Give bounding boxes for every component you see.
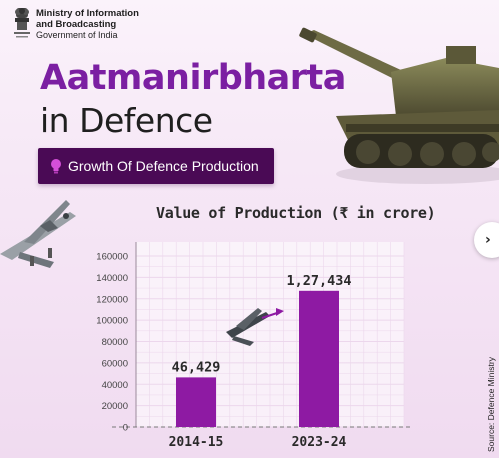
bar-value-label: 1,27,434	[286, 273, 351, 289]
subtitle-banner: Growth Of Defence Production	[38, 148, 274, 184]
x-tick-label: 2014-15	[169, 435, 224, 450]
page-title-line2: in Defence	[40, 101, 213, 140]
subtitle-text: Growth Of Defence Production	[68, 158, 259, 174]
chevron-right-icon: ›	[485, 232, 491, 248]
y-tick-label: 120000	[96, 294, 128, 305]
source-note: Source: Defence Ministry	[486, 357, 496, 452]
x-axis-ticks: 2014-15 2023-24	[169, 435, 347, 450]
y-tick-label: 80000	[102, 337, 128, 348]
next-slide-button[interactable]: ›	[474, 222, 499, 258]
small-jet-image	[226, 308, 284, 346]
y-axis-ticks: 0 20000 40000 60000 80000 100000 120000 140000 1…	[96, 252, 128, 434]
y-tick-label: 160000	[96, 252, 128, 263]
bar-value-labels: 46,429 1,27,434	[172, 273, 352, 376]
chart-grid	[135, 242, 405, 428]
chart-title: Value of Production (₹ in crore)	[156, 204, 436, 222]
bars	[176, 290, 339, 427]
y-tick-label: 140000	[96, 273, 128, 284]
national-emblem-icon	[14, 8, 30, 38]
page-title-line1: Aatmanirbharta	[40, 58, 346, 98]
ministry-name-line1: Ministry of Information	[36, 8, 139, 19]
y-tick-label: 20000	[102, 401, 128, 412]
tank-image	[299, 27, 499, 184]
y-tick-label: 0	[123, 423, 128, 434]
lightbulb-icon	[51, 159, 61, 174]
x-tick-label: 2023-24	[292, 435, 347, 450]
government-label: Government of India	[36, 30, 118, 40]
ministry-name-line2: and Broadcasting	[36, 19, 117, 30]
bar	[176, 377, 216, 427]
fighter-jet-image	[0, 200, 76, 268]
y-tick-label: 60000	[102, 358, 128, 369]
y-tick-label: 40000	[102, 380, 128, 391]
ministry-header: Ministry of Information and Broadcasting…	[36, 8, 139, 41]
chart-axes	[112, 242, 410, 428]
bar-value-label: 46,429	[172, 359, 221, 375]
y-tick-label: 100000	[96, 316, 128, 327]
bar	[299, 290, 339, 427]
